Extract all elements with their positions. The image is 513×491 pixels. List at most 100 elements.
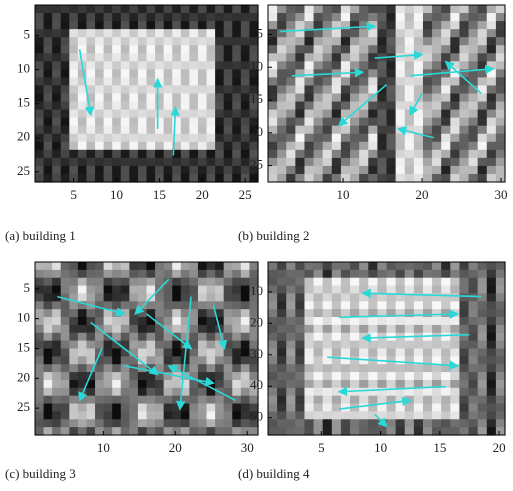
image-cell — [277, 29, 287, 38]
image-cell — [61, 53, 70, 62]
image-cell — [478, 270, 488, 278]
image-cell — [198, 142, 207, 151]
image-cell — [304, 69, 314, 78]
image-cell — [323, 293, 333, 301]
image-cell — [341, 262, 351, 270]
image-cell — [423, 37, 433, 46]
image-cell — [138, 380, 147, 388]
y-tick-label: 15 — [17, 339, 30, 354]
image-cell — [104, 174, 113, 183]
image-cell — [215, 293, 224, 301]
image-cell — [350, 372, 360, 380]
image-cell — [441, 77, 451, 86]
image-cell — [377, 69, 387, 78]
image-cell — [189, 142, 198, 151]
y-tick-label: 20 — [17, 369, 30, 384]
image-cell — [198, 29, 207, 38]
image-cell — [432, 5, 442, 14]
image-cell — [469, 166, 479, 175]
image-cell — [69, 411, 78, 419]
image-cell — [277, 317, 287, 325]
image-cell — [295, 21, 305, 30]
image-cell — [129, 309, 138, 317]
image-cell — [52, 270, 61, 278]
image-cell — [487, 341, 497, 349]
image-cell — [268, 372, 278, 380]
image-cell — [268, 301, 278, 309]
image-cell — [189, 419, 198, 427]
image-cell — [147, 404, 156, 412]
image-cell — [155, 419, 164, 427]
image-cell — [172, 293, 181, 301]
image-cell — [450, 21, 460, 30]
image-cell — [459, 262, 469, 270]
image-cell — [232, 77, 241, 86]
image-cell — [359, 85, 369, 94]
image-cell — [441, 53, 451, 62]
image-cell — [341, 325, 351, 333]
image-cell — [95, 419, 104, 427]
image-cell — [224, 77, 233, 86]
image-cell — [147, 158, 156, 167]
image-cell — [359, 349, 369, 357]
image-cell — [61, 396, 70, 404]
image-cell — [172, 166, 181, 175]
image-cell — [78, 166, 87, 175]
image-cell — [232, 110, 241, 119]
image-cell — [121, 174, 130, 183]
image-cell — [314, 45, 324, 54]
image-cell — [387, 166, 397, 175]
image-cell — [69, 142, 78, 151]
image-cell — [469, 364, 479, 372]
image-cell — [414, 309, 424, 317]
image-cell — [44, 69, 53, 78]
image-cell — [295, 380, 305, 388]
image-cell — [78, 404, 87, 412]
image-cell — [249, 427, 258, 435]
image-cell — [198, 356, 207, 364]
image-cell — [112, 419, 121, 427]
image-cell — [314, 142, 324, 151]
image-cell — [423, 110, 433, 119]
image-cell — [147, 341, 156, 349]
image-cell — [215, 126, 224, 135]
image-cell — [359, 126, 369, 135]
image-cell — [207, 293, 216, 301]
image-cell — [164, 356, 173, 364]
image-cell — [387, 69, 397, 78]
image-cell — [277, 388, 287, 396]
image-cell — [207, 174, 216, 183]
image-cell — [368, 29, 378, 38]
image-cell — [387, 427, 397, 435]
x-tick-label: 5 — [318, 440, 325, 455]
image-cell — [95, 317, 104, 325]
image-cell — [112, 110, 121, 119]
image-cell — [147, 301, 156, 309]
image-cell — [198, 134, 207, 143]
image-cell — [432, 278, 442, 286]
image-cell — [441, 341, 451, 349]
image-cell — [155, 270, 164, 278]
image-cell — [469, 126, 479, 135]
image-cell — [104, 158, 113, 167]
image-cell — [147, 174, 156, 183]
image-cell — [323, 411, 333, 419]
image-cell — [341, 419, 351, 427]
image-cell — [323, 118, 333, 127]
image-cell — [104, 134, 113, 143]
image-cell — [121, 150, 130, 159]
image-cell — [164, 262, 173, 270]
image-cell — [215, 419, 224, 427]
image-cell — [323, 349, 333, 357]
image-cell — [332, 134, 342, 143]
image-cell — [52, 77, 61, 86]
image-cell — [277, 411, 287, 419]
image-cell — [286, 388, 296, 396]
image-cell — [35, 85, 44, 94]
image-cell — [147, 118, 156, 127]
image-cell — [104, 53, 113, 62]
image-cell — [387, 85, 397, 94]
image-cell — [112, 262, 121, 270]
image-cell — [44, 118, 53, 127]
image-cell — [286, 174, 296, 183]
